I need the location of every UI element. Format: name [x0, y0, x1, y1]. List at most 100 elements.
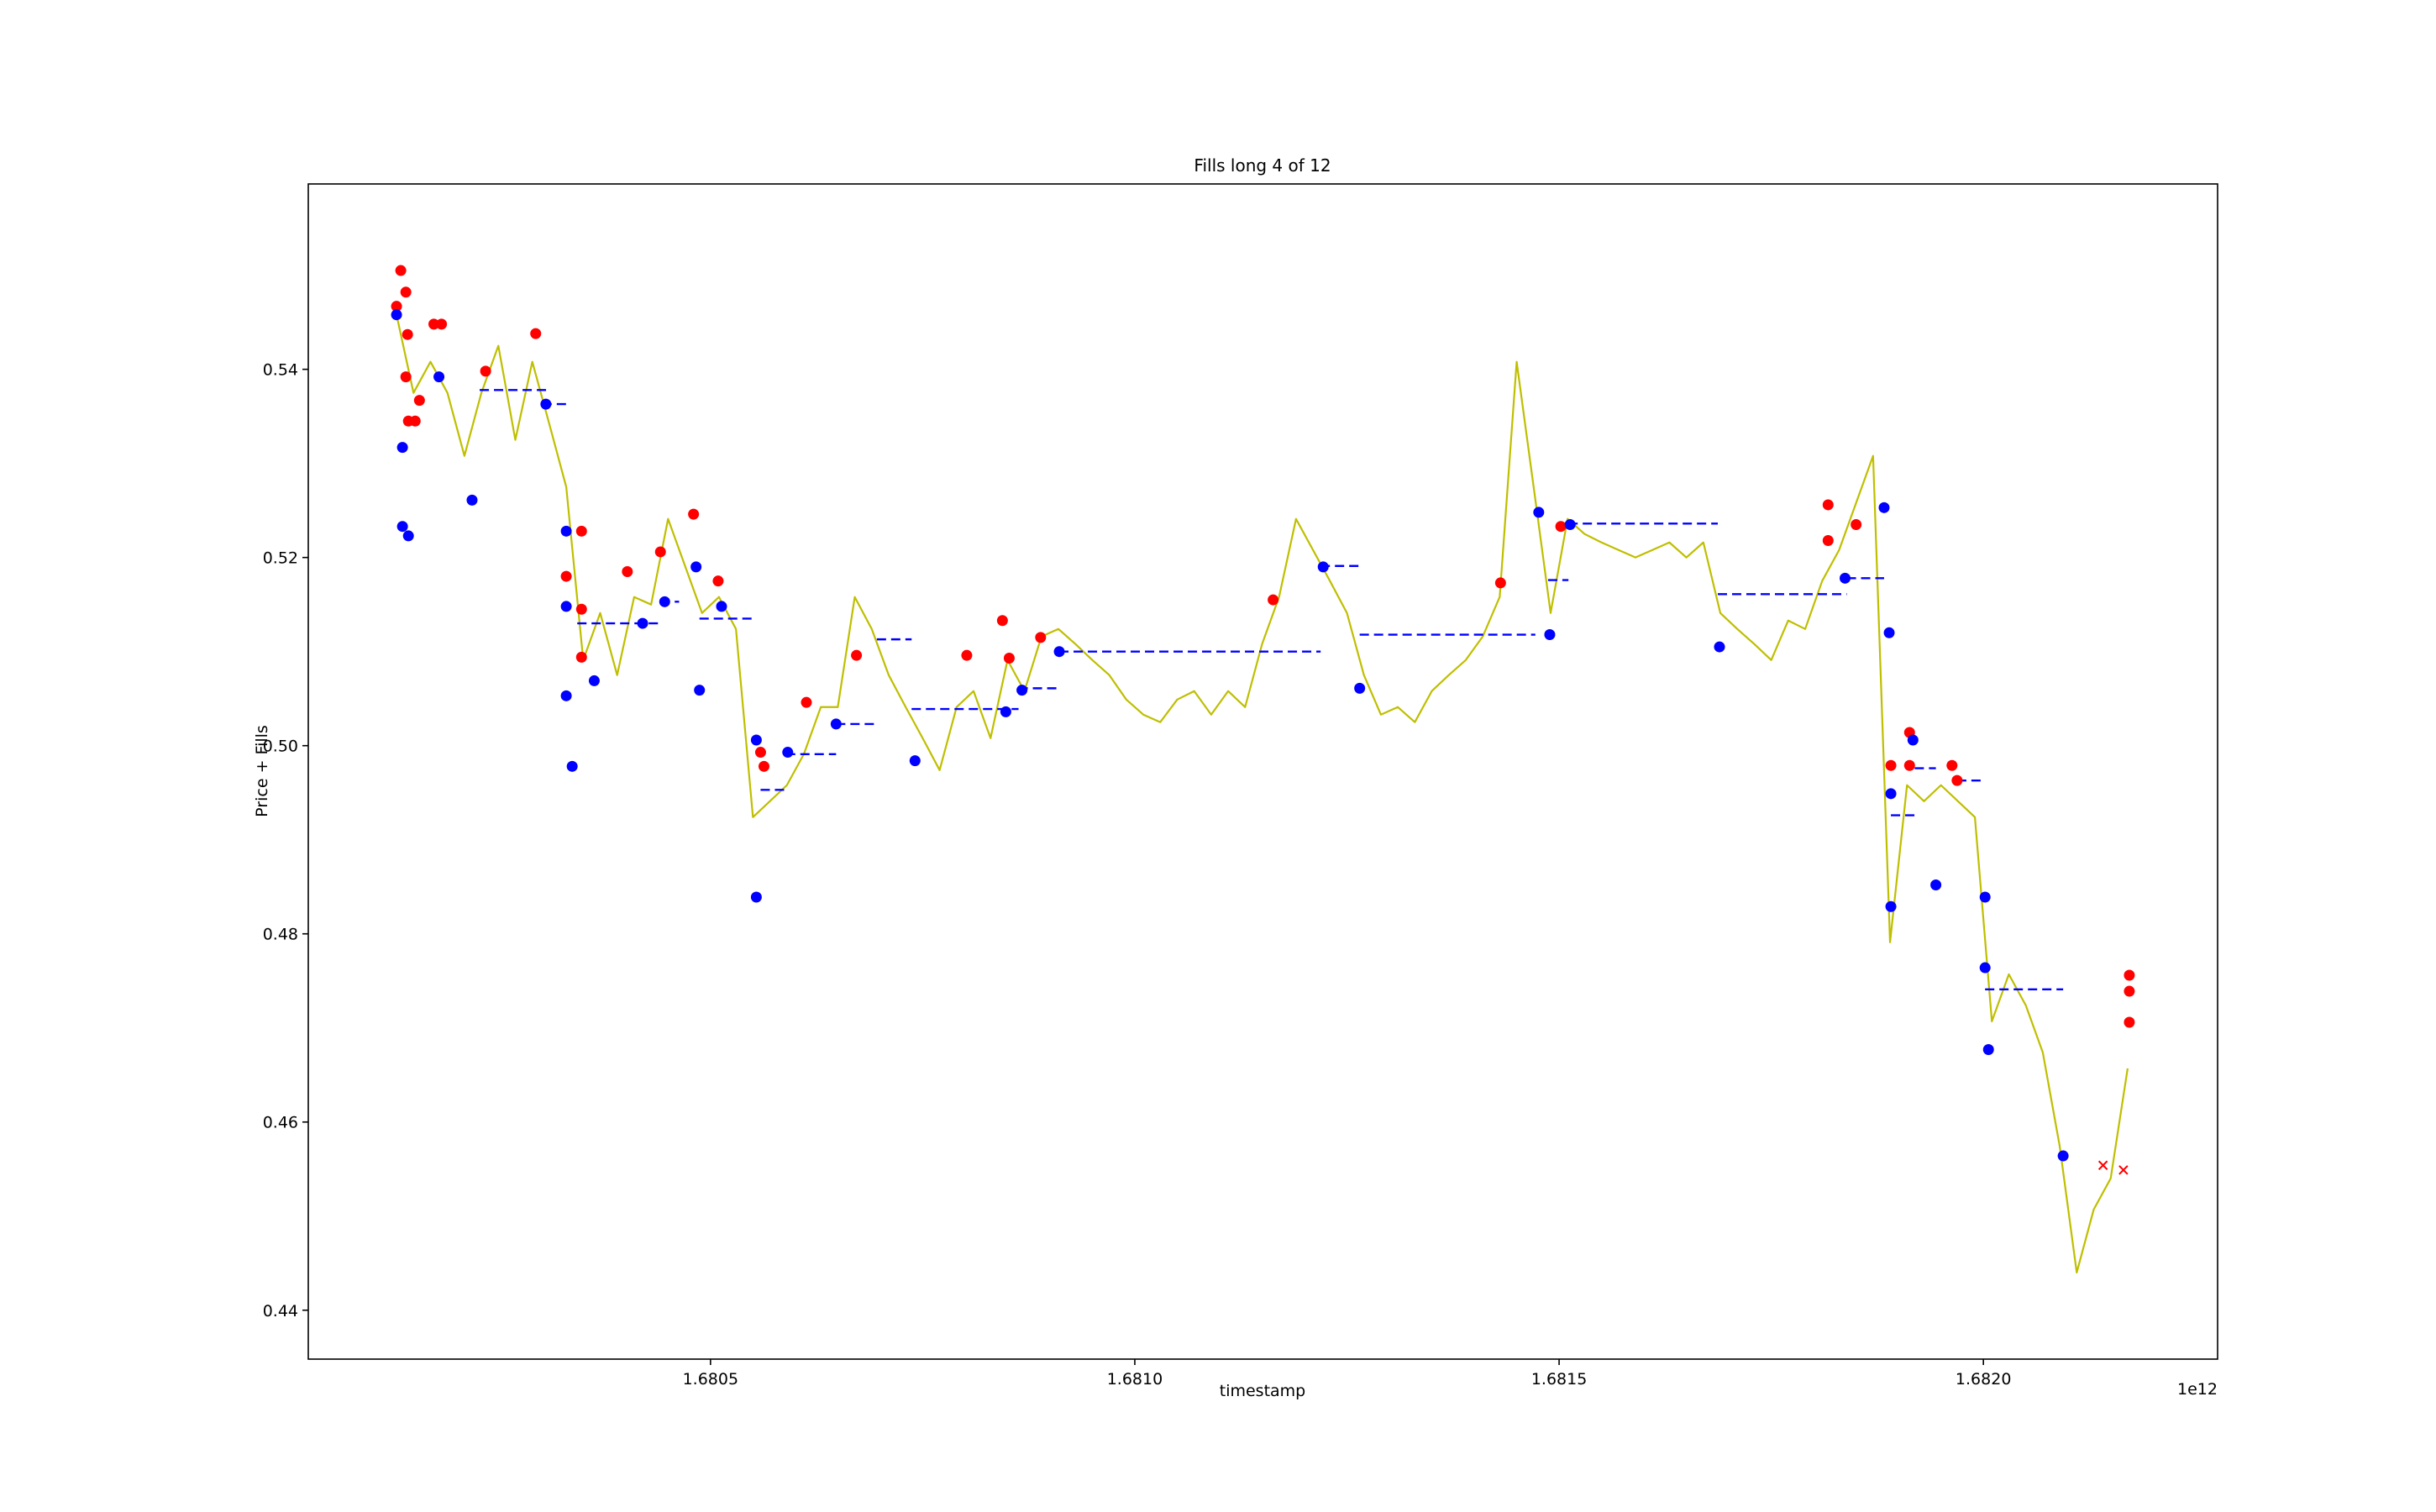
fill-dot: [1951, 774, 1963, 786]
fill-dot: [1564, 518, 1576, 530]
fill-dot: [1016, 685, 1028, 696]
plot-frame: [307, 183, 2218, 1360]
fill-dot: [395, 265, 407, 276]
fill-dot: [560, 601, 572, 612]
fill-dot: [754, 747, 766, 759]
y-tick-label: 0.52: [263, 549, 298, 568]
fill-dot: [758, 760, 769, 772]
fill-dot: [694, 685, 706, 696]
fill-dot: [851, 649, 863, 661]
fill-dot: [540, 398, 552, 410]
x-axis-label: timestamp: [1220, 1382, 1306, 1400]
fill-dot: [436, 318, 448, 330]
fill-dot: [1982, 1043, 1994, 1055]
fill-dot: [1494, 577, 1506, 589]
fill-dot: [2124, 985, 2135, 997]
y-tick-label: 0.48: [263, 926, 298, 944]
fill-dot: [1885, 788, 1897, 800]
fill-dot: [400, 371, 412, 383]
fill-dot: [1878, 501, 1890, 513]
fill-dot: [560, 525, 572, 537]
x-tick-label: 1.6815: [1531, 1370, 1587, 1389]
fill-dot: [1907, 734, 1919, 746]
fill-dot: [2057, 1150, 2069, 1162]
fill-dot: [1268, 594, 1279, 606]
fill-dot: [402, 530, 414, 542]
fill-dot: [428, 318, 440, 330]
x-tick-label: 1.6820: [1956, 1370, 2011, 1389]
y-tick-label: 0.50: [263, 738, 298, 756]
fill-dot: [1053, 646, 1065, 658]
fill-dot: [688, 508, 700, 520]
fill-dot: [391, 309, 402, 321]
fill-dot: [1979, 962, 1991, 974]
fill-dot: [396, 521, 408, 533]
fill-cross: [2097, 1160, 2108, 1170]
fill-dot: [575, 603, 587, 615]
fill-dot: [1317, 561, 1329, 573]
fill-dot: [566, 760, 578, 772]
fill-dot: [402, 328, 413, 340]
fill-dot: [575, 525, 587, 537]
fill-dot: [654, 546, 666, 558]
fill-dot: [1885, 759, 1897, 771]
fill-dot: [400, 286, 412, 298]
fill-dot: [588, 675, 600, 686]
fill-dot: [750, 891, 762, 903]
fill-dot: [1946, 759, 1958, 771]
fill-dot: [690, 561, 702, 573]
fill-dot: [466, 494, 478, 506]
fill-dot: [2124, 969, 2135, 981]
fill-dot: [530, 328, 542, 339]
x-offset-label: 1e12: [2177, 1380, 2218, 1399]
fill-dot: [750, 734, 762, 746]
fill-dot: [1555, 521, 1567, 533]
fill-dot: [712, 575, 724, 587]
fill-dot: [1883, 627, 1895, 638]
fill-dot: [961, 649, 973, 661]
fill-dot: [560, 570, 572, 582]
fill-dot: [1354, 682, 1366, 694]
fill-dot: [560, 690, 572, 701]
fill-cross: [2118, 1165, 2129, 1175]
fill-dot: [659, 596, 670, 607]
fill-dot: [1979, 891, 1991, 903]
fill-dot: [480, 365, 491, 377]
fill-dot: [1822, 535, 1834, 547]
fill-dot: [2124, 1016, 2135, 1028]
fill-dot: [1000, 706, 1011, 717]
fill-dot: [909, 755, 921, 767]
fill-dot: [801, 696, 812, 708]
fill-dot: [1533, 507, 1545, 518]
fill-dot: [782, 747, 794, 759]
price-line: [395, 314, 2129, 1274]
fill-dot: [1003, 653, 1015, 664]
fill-dot: [637, 617, 648, 629]
fill-dot: [1840, 572, 1851, 584]
fill-dot: [409, 415, 421, 427]
fill-dot: [1544, 629, 1556, 641]
fill-dot: [1885, 900, 1897, 912]
fill-dot: [1714, 641, 1725, 653]
fill-dot: [1035, 632, 1047, 643]
fill-dot: [1930, 879, 1942, 890]
y-tick-label: 0.54: [263, 361, 298, 380]
fill-dot: [622, 565, 633, 577]
x-tick-label: 1.6810: [1107, 1370, 1163, 1389]
fill-dot: [1851, 518, 1862, 530]
chart-title: Fills long 4 of 12: [1194, 155, 1331, 176]
x-tick-label: 1.6805: [683, 1370, 738, 1389]
fill-dot: [830, 718, 842, 730]
fill-dot: [1903, 759, 1915, 771]
fill-dot: [716, 601, 727, 612]
y-axis-label: Price + Fills: [253, 725, 271, 817]
fill-dot: [433, 371, 445, 383]
y-tick-label: 0.44: [263, 1302, 298, 1320]
fill-dot: [413, 395, 425, 407]
y-tick-label: 0.46: [263, 1114, 298, 1132]
fill-dot: [1822, 499, 1834, 511]
fill-dot: [996, 615, 1008, 627]
fill-dot: [391, 301, 402, 312]
